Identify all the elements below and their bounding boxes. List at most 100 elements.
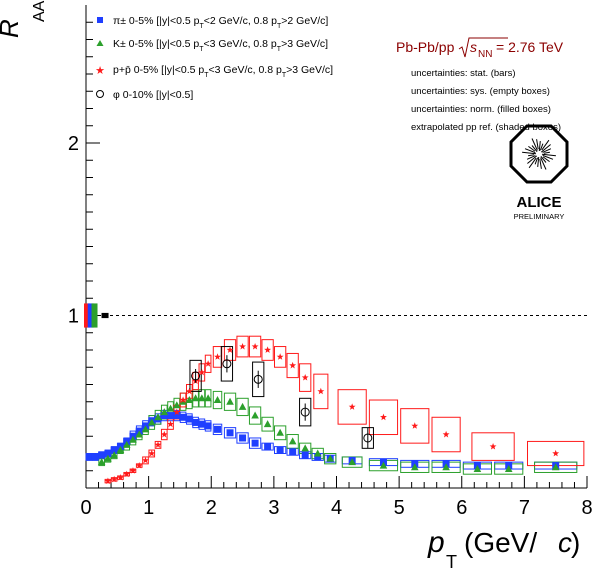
- phi-sys-box: [252, 361, 265, 398]
- x-axis-label-unit: (GeV/: [464, 527, 537, 558]
- markers-layer: [85, 342, 560, 485]
- alice-ray: [543, 151, 550, 154]
- proton-point: [380, 413, 387, 421]
- x-tick-label: 0: [80, 497, 91, 519]
- proton-point: [552, 449, 560, 457]
- alice-ray: [531, 138, 538, 151]
- proton-point: [411, 422, 419, 429]
- proton-sys-box: [274, 346, 287, 368]
- proton-sys-box: [160, 428, 168, 441]
- header-sqrt-label: s: [470, 39, 477, 55]
- proton-sys-box: [261, 339, 274, 361]
- pion-point: [185, 415, 193, 423]
- pion-point: [167, 412, 175, 420]
- header-energy: = 2.76 TeV: [496, 39, 564, 55]
- kaon-point: [251, 411, 259, 419]
- phi-sys-box: [299, 397, 312, 427]
- kaon-point: [226, 397, 234, 405]
- kaon-sys-box: [274, 425, 287, 441]
- alice-logo-name: ALICE: [517, 194, 562, 211]
- alice-rays-icon: [522, 138, 556, 170]
- alice-ray: [526, 155, 536, 160]
- alice-ray: [542, 156, 550, 163]
- kaon-point: [122, 440, 131, 448]
- proton-sys-box: [431, 416, 461, 453]
- pion-point: [198, 420, 206, 428]
- alice-ray: [531, 145, 538, 153]
- x-tick-label: 3: [268, 497, 279, 519]
- kaon-point: [313, 449, 322, 457]
- kaon-point: [147, 418, 156, 426]
- pion-point: [239, 434, 247, 442]
- alice-logo: ALICE PRELIMINARY: [509, 124, 569, 221]
- header-note-norm: uncertainties: norm. (filled boxes): [411, 104, 551, 115]
- pion-sys-box: [212, 423, 223, 436]
- proton-sys-box: [337, 389, 367, 425]
- alice-ray: [536, 139, 539, 150]
- proton-point: [198, 368, 206, 376]
- x-tick-label: 5: [394, 497, 405, 519]
- pion-point: [214, 425, 222, 433]
- proton-point: [289, 361, 297, 369]
- kaon-point: [442, 463, 450, 471]
- kaon-point: [135, 430, 144, 438]
- proton-point: [276, 353, 284, 360]
- alice-ray: [534, 157, 539, 165]
- normalization-box: [87, 303, 94, 328]
- pion-sys-box: [248, 437, 262, 449]
- proton-sys-box: [204, 354, 212, 373]
- kaon-point: [104, 454, 112, 462]
- alice-octagon-icon: [509, 124, 569, 184]
- pion-point: [160, 412, 168, 420]
- kaon-point: [110, 451, 118, 459]
- proton-point: [110, 475, 118, 483]
- kaon-sys-box: [261, 416, 274, 432]
- kaon-point: [263, 420, 272, 428]
- pion-point: [204, 422, 212, 430]
- collision-header: Pb-Pb/pp s NN = 2.76 TeV uncertainties: …: [396, 37, 564, 133]
- proton-point: [251, 342, 259, 350]
- proton-point: [167, 420, 174, 428]
- y-tick-label: 2: [68, 133, 79, 155]
- alice-ray: [524, 148, 536, 154]
- alice-logo-sub: PRELIMINARY: [514, 212, 565, 221]
- proton-point: [239, 342, 246, 350]
- alice-ray: [528, 157, 537, 169]
- legend-label-kaon: K± 0-5% [|y|<0.5 pT<3 GeV/c, 0.8 pT>3 Ge…: [113, 38, 328, 53]
- kaon-sys-box: [324, 453, 337, 465]
- pion-point: [264, 443, 272, 451]
- alice-ray: [539, 143, 544, 151]
- kaon-sys-box: [204, 389, 212, 408]
- proton-point: [348, 403, 356, 410]
- kaon-point: [379, 461, 388, 469]
- kaon-sys-box: [236, 397, 249, 417]
- proton-point: [117, 474, 124, 481]
- legend: π± 0-5% [|y|<0.5 pT<2 GeV/c, 0.8 pT>2 Ge…: [95, 15, 333, 101]
- x-axis-label: p: [427, 526, 445, 559]
- header-note-ppref: extrapolated pp ref. (shaded boxes): [411, 122, 561, 133]
- kaon-point: [154, 413, 162, 421]
- alice-ray: [540, 144, 551, 153]
- proton-sys-box: [223, 339, 237, 361]
- x-tick-label: 8: [581, 497, 592, 519]
- proton-point: [264, 346, 272, 353]
- alice-ray: [542, 148, 552, 153]
- pion-point: [226, 429, 234, 437]
- kaon-point: [166, 404, 175, 412]
- proton-point: [185, 387, 193, 395]
- proton-point: [317, 387, 325, 395]
- pion-point: [104, 450, 112, 457]
- x-axis-label-c: c: [558, 527, 572, 558]
- kaon-point: [348, 458, 356, 466]
- pion-sys-box: [236, 432, 249, 444]
- x-tick-label: 7: [519, 497, 530, 519]
- proton-point: [173, 408, 181, 416]
- kaon-point: [129, 435, 137, 443]
- y-tick-label: 1: [68, 306, 79, 328]
- pion-point: [85, 453, 93, 461]
- header-sqrt-sub: NN: [478, 49, 492, 60]
- pion-point: [301, 451, 309, 459]
- proton-sys-box: [236, 335, 249, 358]
- x-tick-label: 6: [456, 497, 467, 519]
